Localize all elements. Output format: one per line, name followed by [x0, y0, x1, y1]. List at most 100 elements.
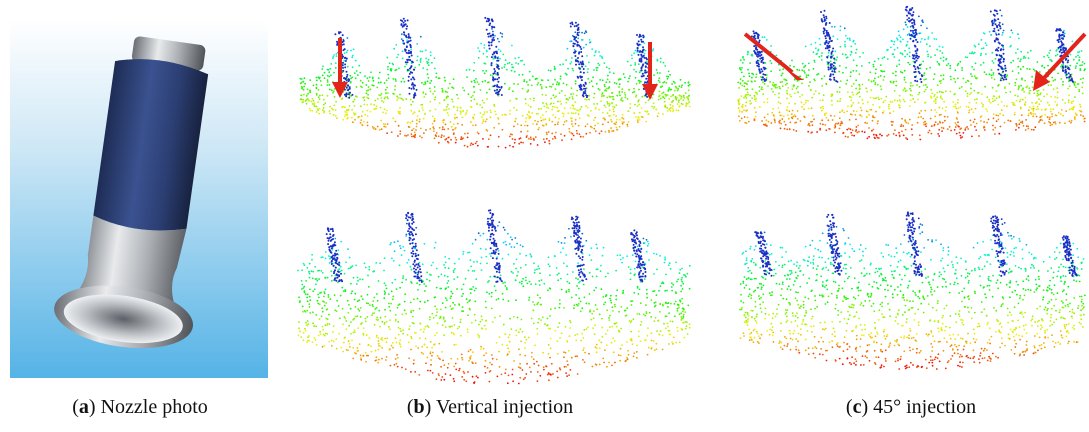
- particle: [455, 139, 457, 141]
- particle: [317, 109, 319, 111]
- particle-core: [494, 70, 496, 72]
- particle-core: [342, 62, 344, 64]
- particle-core: [642, 49, 644, 51]
- particle: [528, 337, 530, 339]
- particle-core: [410, 46, 412, 48]
- particle: [888, 106, 890, 108]
- particle: [549, 265, 551, 267]
- particle: [878, 76, 880, 78]
- particle: [376, 105, 378, 107]
- particle: [610, 119, 612, 121]
- particle: [596, 276, 598, 278]
- particle: [1065, 110, 1067, 112]
- particle: [474, 301, 476, 303]
- particle: [955, 104, 957, 106]
- particle: [429, 128, 431, 130]
- particle: [1023, 125, 1025, 127]
- particle: [522, 246, 524, 248]
- particle: [781, 75, 783, 77]
- particle: [410, 349, 412, 351]
- particle: [686, 325, 688, 327]
- particle: [633, 88, 635, 90]
- particle-core: [343, 40, 345, 42]
- particle: [592, 276, 594, 278]
- particle: [850, 54, 852, 56]
- particle: [334, 96, 336, 98]
- particle: [603, 247, 605, 249]
- particle: [475, 362, 477, 364]
- particle-core: [634, 235, 636, 237]
- particle: [673, 81, 675, 83]
- particle: [477, 145, 479, 147]
- particle-core: [578, 53, 580, 55]
- particle: [888, 104, 890, 106]
- particle-core: [641, 264, 643, 266]
- particle: [485, 63, 487, 65]
- particle: [1017, 58, 1019, 60]
- particle: [1023, 56, 1025, 58]
- particle: [386, 341, 388, 343]
- particle: [303, 89, 305, 91]
- particle: [605, 81, 607, 83]
- particle: [407, 121, 409, 123]
- particle: [501, 114, 503, 116]
- particle: [565, 254, 567, 256]
- particle: [360, 316, 362, 318]
- particle-core: [492, 213, 494, 215]
- particle: [668, 87, 670, 89]
- particle: [373, 80, 375, 82]
- particle: [575, 340, 577, 342]
- particle: [970, 92, 972, 94]
- particle: [980, 120, 982, 122]
- particle: [1077, 55, 1079, 57]
- particle: [671, 282, 673, 284]
- particle: [648, 347, 650, 349]
- particle: [1048, 57, 1050, 59]
- particle: [429, 280, 431, 282]
- particle-core: [496, 264, 498, 266]
- particle: [476, 375, 478, 377]
- particle: [450, 305, 452, 307]
- particle: [448, 115, 450, 117]
- particle: [572, 107, 574, 109]
- particle-core: [407, 230, 409, 232]
- particle: [653, 340, 655, 342]
- particle: [557, 353, 559, 355]
- particle-core: [411, 247, 413, 249]
- particle: [1044, 122, 1046, 124]
- particle: [919, 86, 921, 88]
- particle: [302, 340, 304, 342]
- particle: [384, 98, 386, 100]
- particle: [922, 19, 924, 21]
- particle: [497, 225, 499, 227]
- particle-core: [574, 43, 576, 45]
- particle: [309, 299, 311, 301]
- particle: [599, 364, 601, 366]
- particle: [513, 107, 515, 109]
- particle: [874, 78, 876, 80]
- particle: [852, 70, 854, 72]
- particle: [365, 318, 367, 320]
- particle: [412, 310, 414, 312]
- particle: [856, 111, 858, 113]
- particle: [424, 113, 426, 115]
- particle: [328, 296, 330, 298]
- particle: [331, 280, 333, 282]
- particle-core: [637, 50, 639, 52]
- particle-core: [495, 230, 497, 232]
- particle: [614, 340, 616, 342]
- particle: [541, 120, 543, 122]
- particle: [628, 110, 630, 112]
- particle: [1039, 71, 1041, 73]
- particle: [324, 102, 326, 104]
- particle: [585, 44, 587, 46]
- particle: [911, 128, 913, 130]
- particle: [429, 88, 431, 90]
- particle: [1018, 127, 1020, 129]
- particle: [933, 78, 935, 80]
- particle: [999, 113, 1001, 115]
- particle: [350, 283, 352, 285]
- particle: [390, 365, 392, 367]
- particle: [809, 125, 811, 127]
- particle: [526, 81, 528, 83]
